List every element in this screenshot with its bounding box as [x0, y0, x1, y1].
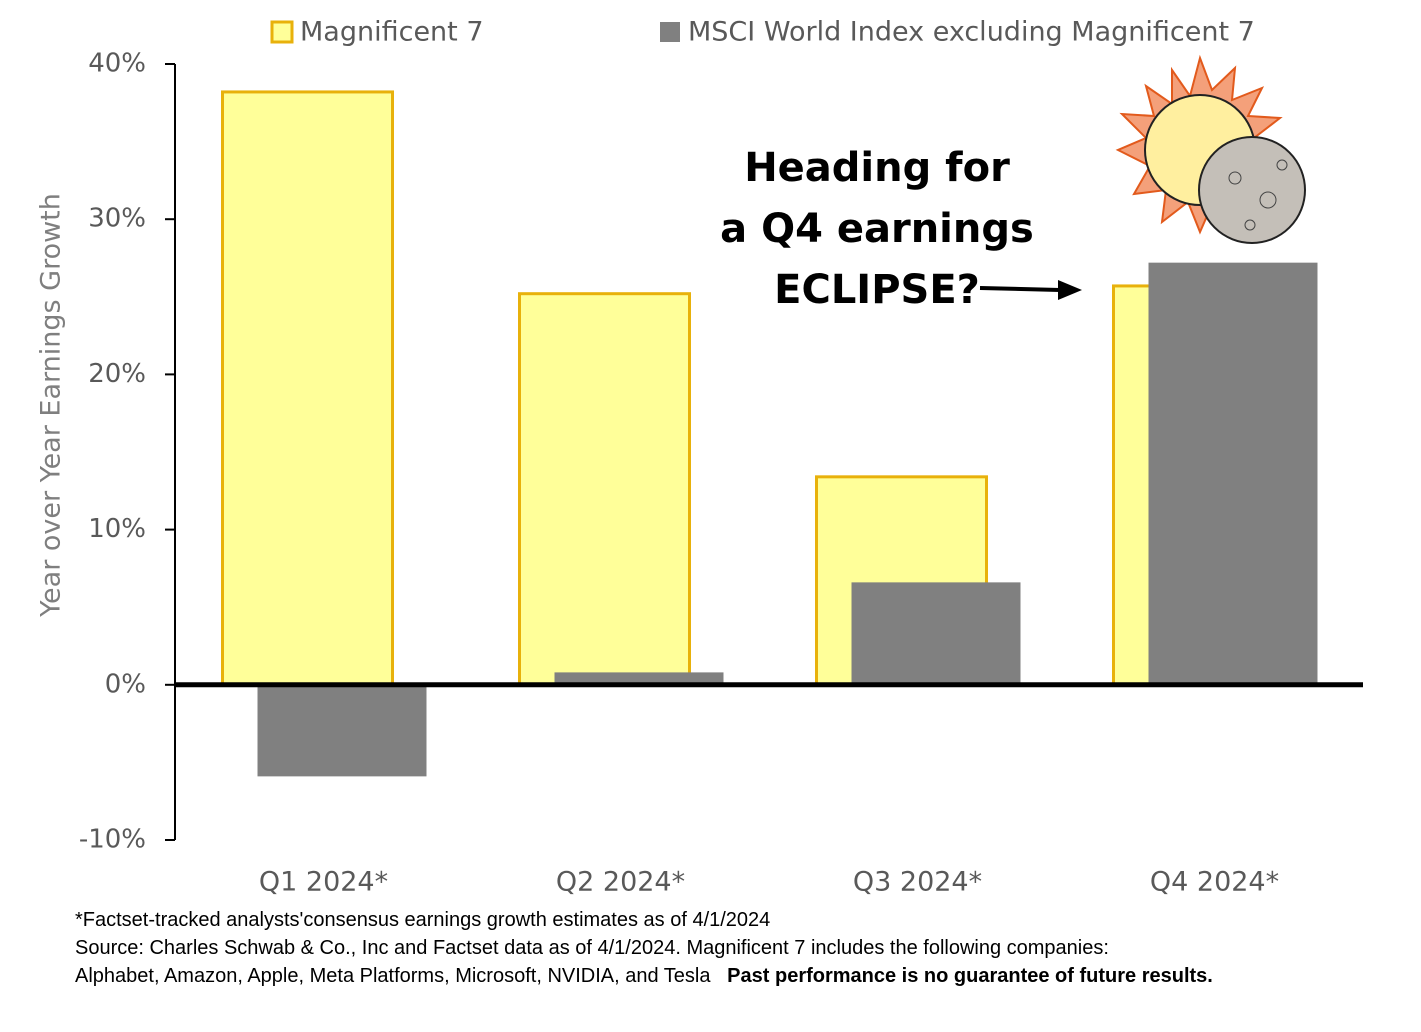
x-tick-label: Q3 2024*	[853, 867, 982, 898]
y-tick-label: 40%	[88, 49, 146, 79]
note-line: Alphabet, Amazon, Apple, Meta Platforms,…	[75, 962, 1285, 990]
footnotes: *Factset-tracked analysts'consensus earn…	[75, 906, 1285, 990]
bar	[1148, 262, 1318, 685]
note: Alphabet, Amazon, Apple, Meta Platforms,…	[75, 965, 711, 987]
disclaimer: Past performance is no guarantee of futu…	[727, 965, 1213, 987]
eclipse-icon	[1115, 54, 1306, 244]
crater	[1259, 191, 1277, 209]
crater	[1228, 171, 1242, 185]
arrow	[979, 286, 1061, 292]
note: *Factset-tracked analysts'consensus earn…	[75, 909, 771, 931]
y-tick-label: 10%	[88, 514, 146, 544]
annotation: Heading for	[744, 145, 1010, 191]
bar	[221, 90, 394, 687]
bar	[257, 684, 427, 777]
y-tick-label: 20%	[88, 359, 146, 389]
legend-swatch	[660, 22, 680, 42]
legend-label: Magnificent 7	[300, 17, 484, 48]
y-axis-title: Year over Year Earnings Growth	[36, 193, 67, 618]
bar	[518, 292, 691, 687]
bar	[554, 672, 724, 685]
bar	[851, 582, 1021, 685]
chart: Year over Year Earnings Growth -10% 0% 10%…	[36, 17, 1363, 898]
note: Source: Charles Schwab & Co., Inc and Fa…	[75, 937, 1109, 959]
y-tick-label: 0%	[105, 669, 146, 699]
y-tick-label: -10%	[79, 825, 146, 855]
y-tick-label: 30%	[88, 204, 146, 234]
annotation: a Q4 earnings	[720, 206, 1034, 252]
crater	[1244, 219, 1256, 231]
moon	[1198, 136, 1306, 244]
x-tick-label: Q4 2024*	[1150, 867, 1279, 898]
legend-label: MSCI World Index excluding Magnificent 7	[688, 17, 1255, 48]
arrow-head	[1058, 280, 1082, 300]
annotation: ECLIPSE?	[774, 267, 980, 313]
x-tick-label: Q2 2024*	[556, 867, 685, 898]
legend-swatch	[270, 20, 294, 44]
x-tick-label: Q1 2024*	[259, 867, 388, 898]
crater	[1276, 159, 1288, 171]
